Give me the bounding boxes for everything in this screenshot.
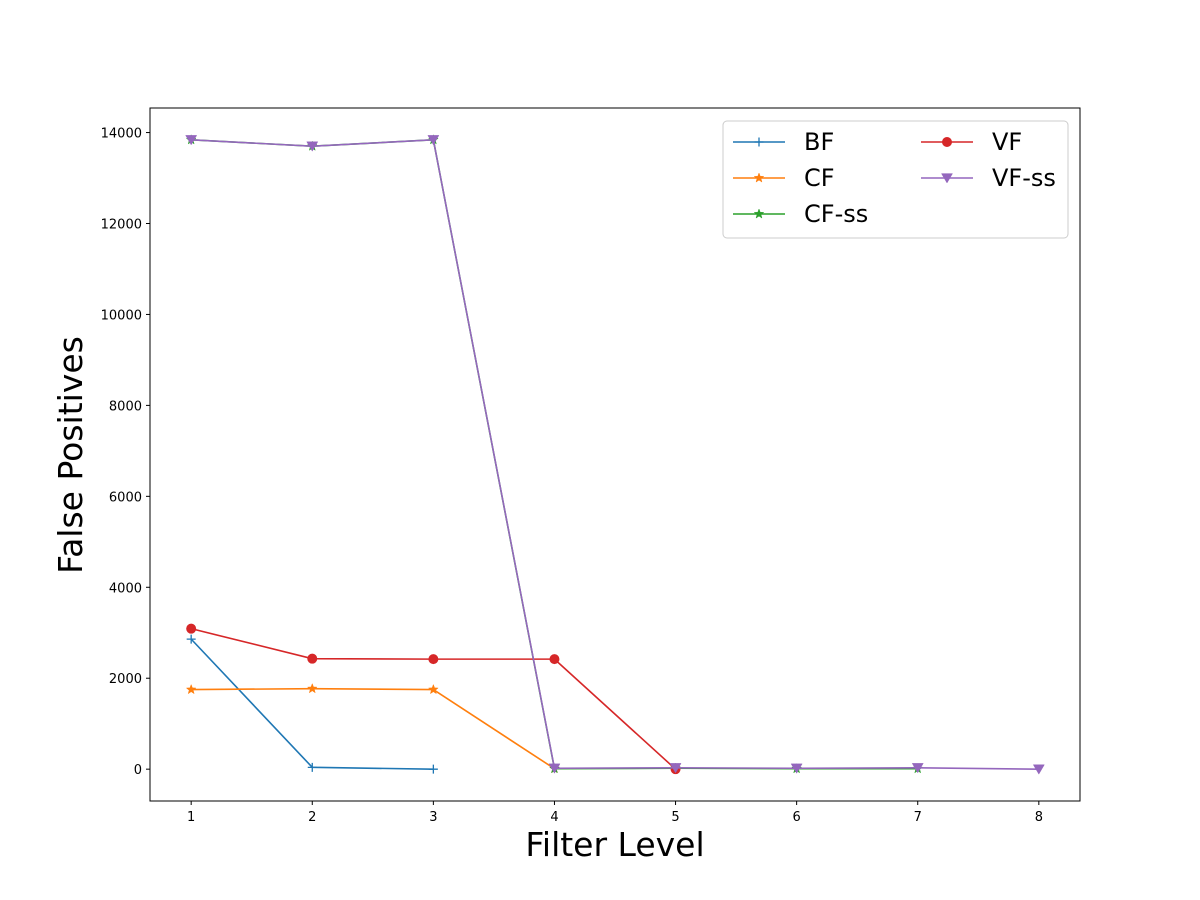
x-axis-title: Filter Level	[525, 825, 704, 864]
y-tick-label: 0	[134, 763, 142, 778]
x-tick-label: 8	[1035, 810, 1043, 825]
series-line-vf-ss	[191, 139, 1039, 770]
data-point-vf	[307, 653, 318, 664]
data-point-cf	[427, 683, 439, 695]
legend-item-vf-ss: VF-ss	[921, 164, 1056, 192]
legend-label-vf: VF	[992, 128, 1022, 156]
data-point-vf-ss	[185, 135, 198, 146]
x-tick-label: 3	[429, 810, 437, 825]
y-tick-label: 12000	[101, 218, 142, 233]
series-layer	[185, 134, 1045, 775]
x-tick-label: 4	[550, 810, 558, 825]
data-point-vf-ss	[1032, 764, 1045, 775]
series-line-cf	[191, 687, 555, 770]
legend: BF CF CF-ss VF VF-ss	[722, 120, 1069, 239]
y-axis-title: False Positives	[51, 336, 90, 574]
series-cf	[185, 682, 560, 774]
x-tick-label: 7	[914, 810, 922, 825]
data-point-bf	[186, 634, 196, 644]
legend-label-cf: CF	[804, 164, 835, 192]
plot-frame	[149, 107, 1081, 802]
y-tick-label: 14000	[101, 127, 142, 142]
legend-label-cf-ss: CF-ss	[804, 200, 868, 228]
x-tick-label: 1	[187, 810, 195, 825]
ticks-layer: 1 2 3 4 5 6 7 8 0 2000 4000 6000 8000 10000 12000 14000	[101, 127, 1043, 825]
data-point-vf	[549, 654, 560, 665]
data-point-vf-ss	[669, 763, 682, 774]
x-tick-label: 2	[308, 810, 316, 825]
data-point-vf	[186, 623, 197, 634]
legend-marker-vf	[942, 137, 952, 147]
legend-marker-bf	[754, 137, 764, 147]
legend-item-cf: CF	[733, 164, 835, 192]
legend-label-bf: BF	[804, 128, 834, 156]
data-point-cf	[306, 682, 318, 694]
x-tick-label: 6	[793, 810, 801, 825]
legend-marker-vf-ss	[941, 173, 953, 184]
data-point-vf-ss	[306, 141, 319, 152]
data-point-vf-ss	[548, 763, 561, 774]
legend-box	[722, 120, 1069, 239]
legend-item-cf-ss: CF-ss	[733, 200, 868, 228]
legend-marker-cf-ss	[753, 208, 765, 219]
legend-label-vf-ss: VF-ss	[992, 164, 1056, 192]
legend-item-bf: BF	[733, 128, 834, 156]
y-tick-label: 2000	[109, 672, 142, 687]
data-point-cf	[185, 683, 197, 695]
data-point-vf-ss	[790, 763, 803, 774]
data-point-vf-ss	[427, 135, 440, 146]
data-point-bf	[307, 762, 317, 772]
data-point-bf	[428, 764, 438, 774]
y-tick-label: 6000	[109, 490, 142, 505]
y-tick-label: 8000	[109, 399, 142, 414]
y-tick-label: 4000	[109, 581, 142, 596]
data-point-vf	[428, 654, 439, 665]
data-point-vf-ss	[911, 763, 924, 774]
legend-marker-cf	[753, 172, 765, 183]
series-vf	[186, 623, 681, 775]
series-bf	[186, 634, 438, 774]
y-tick-label: 10000	[101, 308, 142, 323]
legend-item-vf: VF	[921, 128, 1022, 156]
series-vf-ss	[185, 135, 1045, 775]
x-tick-label: 5	[671, 810, 679, 825]
